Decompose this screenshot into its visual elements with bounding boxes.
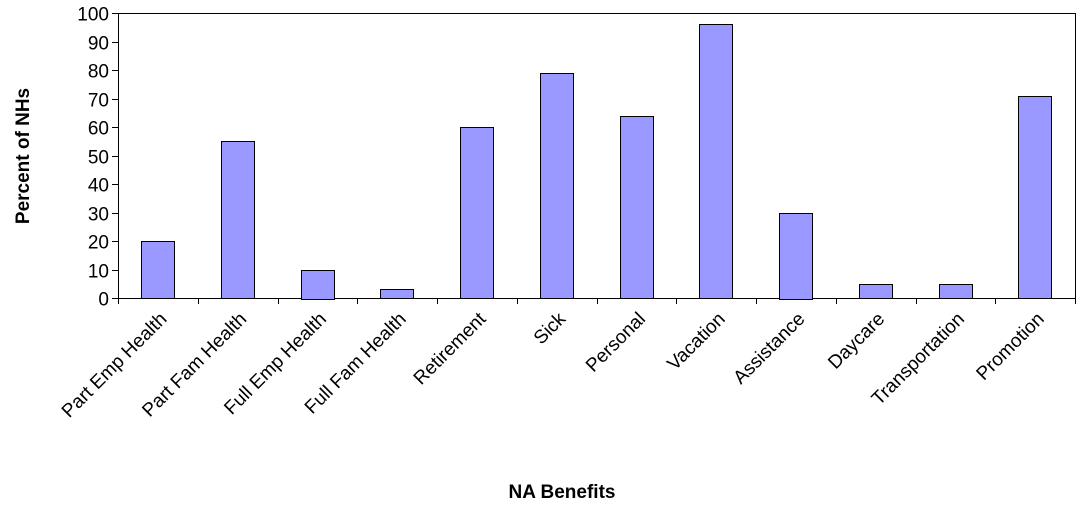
y-tick-label: 40 — [88, 176, 109, 197]
bar — [141, 241, 175, 299]
y-tick-label: 70 — [88, 91, 109, 112]
y-tick-label: 90 — [88, 34, 109, 55]
plot-border — [118, 13, 1076, 299]
bar — [620, 116, 654, 299]
y-axis-ticks: 0 10 20 30 40 50 60 70 80 90 100 — [77, 5, 118, 311]
y-tick-label: 0 — [98, 290, 109, 311]
x-tick-label: Sick — [530, 308, 571, 349]
y-tick-label: 80 — [88, 62, 109, 83]
bar — [1018, 96, 1052, 299]
x-tick-label: Retirement — [410, 308, 491, 389]
bar — [779, 213, 813, 300]
plot-area — [118, 13, 1076, 299]
y-tick-label: 30 — [88, 205, 109, 226]
y-tick-label: 60 — [88, 119, 109, 140]
x-axis-title: NA Benefits — [509, 482, 616, 503]
bar — [699, 24, 733, 299]
bar — [221, 141, 255, 299]
y-tick-label: 50 — [88, 148, 109, 169]
y-tick-label: 20 — [88, 233, 109, 254]
bar — [380, 289, 414, 299]
y-axis-title: Percent of NHs — [13, 88, 34, 224]
x-tick-label: Daycare — [824, 309, 889, 374]
bar — [540, 73, 574, 299]
x-tick-label: Personal — [582, 309, 650, 377]
x-tick-label: Promotion — [973, 309, 1049, 385]
y-tick-label: 10 — [88, 262, 109, 283]
bar — [939, 284, 973, 299]
bar — [301, 270, 335, 300]
y-tick-label: 100 — [77, 5, 109, 26]
bars-group — [141, 24, 1052, 300]
x-tick-label: Assistance — [730, 309, 810, 389]
x-tick-label: Vacation — [664, 309, 730, 375]
bar — [859, 284, 893, 299]
bar — [460, 127, 494, 299]
